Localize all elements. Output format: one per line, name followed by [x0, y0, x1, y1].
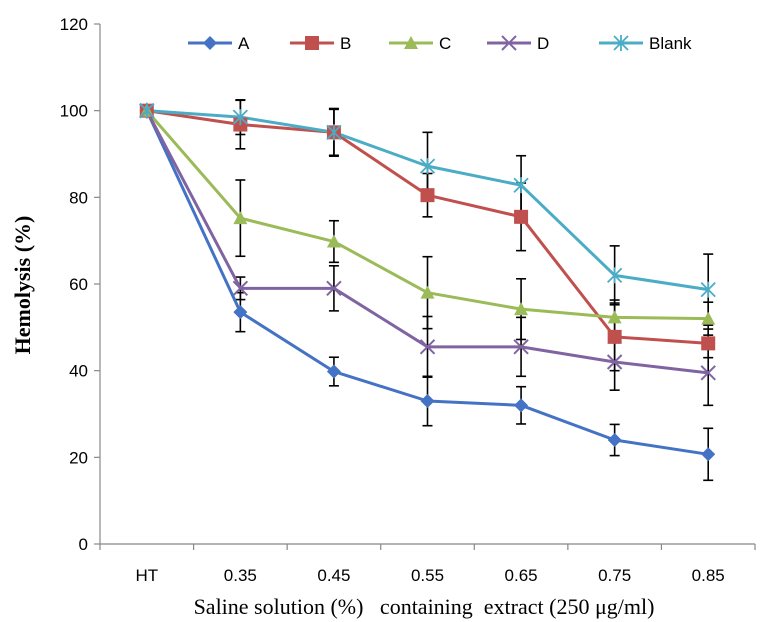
data-point-blank [232, 109, 248, 126]
data-point-d [700, 365, 716, 381]
data-point-c [607, 310, 622, 324]
data-point-d [419, 339, 436, 355]
data-point-d-stroke [419, 339, 436, 355]
y-tick-label: 100 [60, 102, 88, 121]
data-point-b [607, 329, 622, 344]
legend-marker-d [501, 35, 517, 51]
data-point-c [326, 234, 341, 248]
legend-label-b: B [340, 34, 351, 53]
data-point-d [232, 280, 249, 297]
data-point-d-stroke [326, 280, 342, 297]
legend-marker-a [203, 36, 217, 50]
legend-marker-d-stroke [501, 35, 517, 51]
x-tick-label: 0.45 [317, 566, 350, 585]
data-point-a [326, 364, 341, 379]
x-tick-label: 0.55 [411, 566, 444, 585]
data-point-d-stroke [513, 339, 529, 355]
data-point-c [420, 285, 435, 299]
x-tick-label: 0.35 [224, 566, 257, 585]
data-point-c [701, 311, 716, 325]
data-point-blank [419, 158, 436, 175]
y-tick-label: 20 [69, 448, 88, 467]
legend-marker-blank [613, 35, 629, 51]
legend-label-c: C [439, 34, 451, 53]
legend-label-a: A [238, 34, 250, 53]
data-point-d-stroke [232, 280, 249, 297]
data-point-c [514, 302, 529, 316]
data-point-d-stroke [606, 354, 623, 370]
data-point-blank [700, 281, 716, 298]
data-point-d [606, 354, 623, 370]
y-tick-label: 60 [69, 275, 88, 294]
legend-label-d: D [537, 34, 549, 53]
y-tick-label: 120 [60, 15, 88, 34]
data-point-b [514, 209, 529, 224]
data-point-d [326, 280, 342, 297]
data-point-a [514, 398, 529, 413]
x-axis-title: Saline solution (%) containing extract (… [194, 594, 655, 619]
error-bars [235, 99, 714, 482]
x-tick-label: HT [135, 566, 158, 585]
data-point-d [513, 339, 529, 355]
legend-label-blank: Blank [649, 34, 692, 53]
x-tick-label: 0.85 [692, 566, 725, 585]
axes: 0 20 40 60 80 100 120 HT 0.35 0.45 0.55 0.65 0.75 0.8… [60, 15, 756, 585]
data-point-c [233, 211, 248, 225]
series-markers [139, 102, 716, 462]
y-tick-label: 0 [79, 535, 88, 554]
data-point-blank [513, 177, 529, 194]
data-point-b [701, 336, 716, 351]
x-tick-label: 0.75 [598, 566, 631, 585]
legend-marker-c [404, 36, 418, 49]
data-point-a [420, 394, 435, 408]
data-point-blank [607, 267, 623, 284]
legend-marker-b [305, 36, 319, 50]
y-axis-title: Hemolysis (%) [10, 216, 35, 355]
data-point-a [701, 447, 716, 462]
data-point-d-stroke [700, 365, 716, 381]
y-tick-label: 40 [69, 362, 88, 381]
x-tick-label: 0.65 [505, 566, 538, 585]
data-point-a [233, 305, 248, 320]
data-point-blank [326, 124, 342, 141]
data-point-blank [139, 102, 155, 119]
legend: A B C D Blank [188, 34, 692, 53]
data-point-b [420, 188, 435, 203]
data-point-a [607, 433, 622, 447]
y-tick-label: 80 [69, 188, 88, 207]
